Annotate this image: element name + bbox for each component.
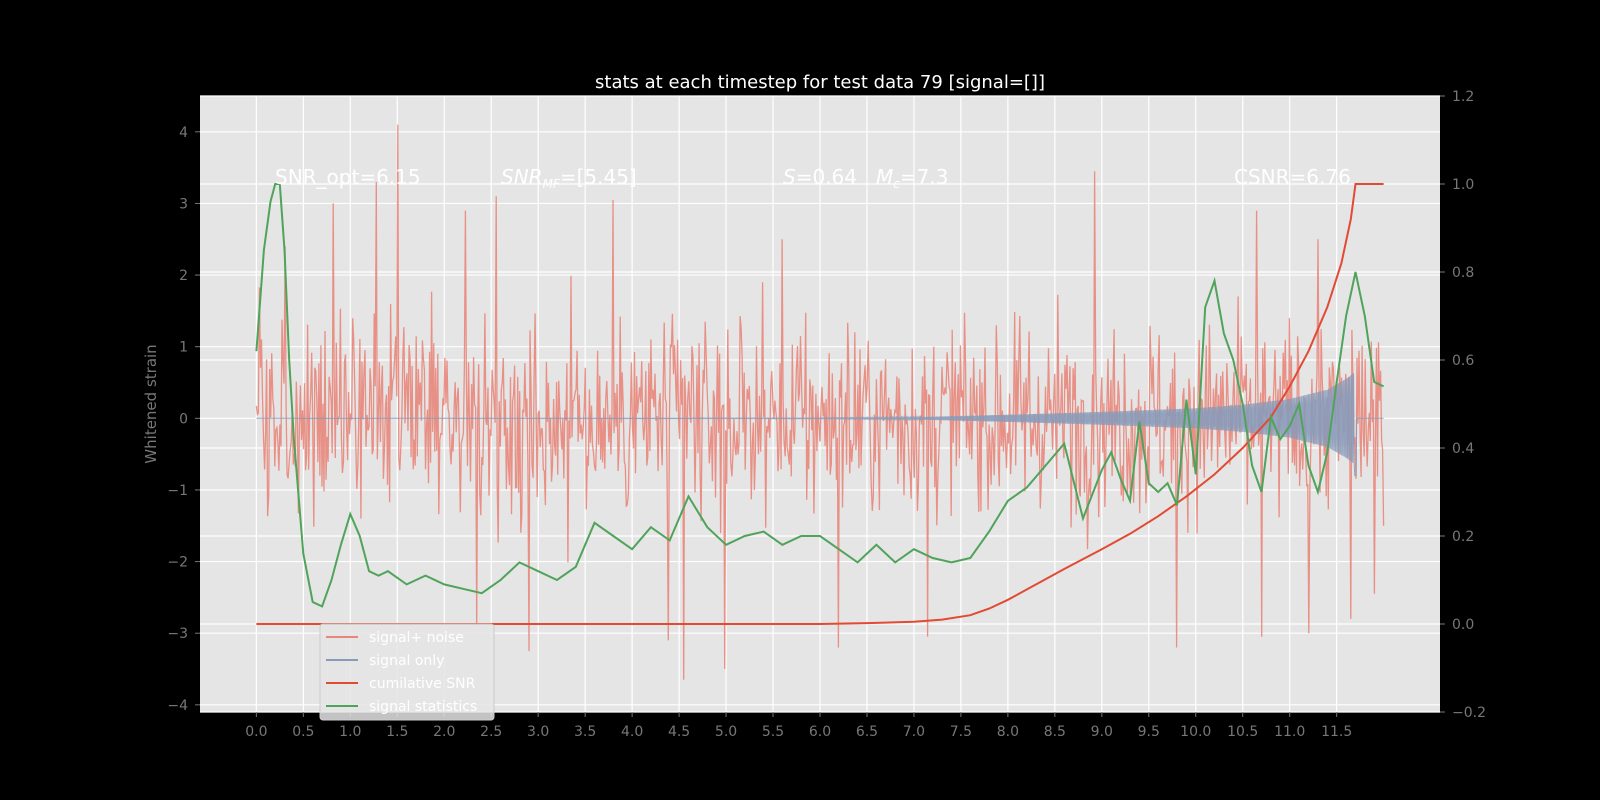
legend-frame [319,623,495,721]
x-tick-label: 6.0 [809,724,831,740]
chart-title: stats at each timestep for test data 79 … [595,72,1045,93]
x-tick-label: 10.5 [1227,724,1258,740]
axes-layer: 0.0 0.5 1.0 1.5 2.0 2.5 3.0 3.5 4.0 4.5 5.0 5.5 6.0 6… [167,89,1486,740]
x-tick-label: 4.0 [621,724,643,740]
y-right-tick-label: 0.4 [1452,441,1474,457]
y-right-tick-label: 0.6 [1452,353,1474,369]
y-left-tick-label: −4 [167,698,188,714]
series-signal-only [256,373,1384,477]
annotation-s: S=0.64 [783,165,857,189]
x-tick-label: 2.0 [433,724,455,740]
y-left-tick-label: 0 [179,411,188,427]
series-layer [255,124,1385,680]
x-tick-label: 7.0 [903,724,925,740]
annotation-snr-mf: SNRMF=[5.45] [501,165,637,191]
annotation-snr-mf-sub: MF [543,177,561,191]
x-tick-label: 7.5 [950,724,972,740]
x-tick-label: 11.5 [1321,724,1352,740]
series-cumulative-snr [256,183,1384,625]
y-right-tick-label: 0.8 [1452,265,1474,281]
x-tick-label: 0.0 [245,724,267,740]
y-right-tick-label: 0.2 [1452,529,1474,545]
y-left-tick-label: 3 [179,196,188,212]
annotation-s-label: S [783,165,796,189]
y-right-tick-label: 0.0 [1452,617,1474,633]
y-right-tick-label: −0.2 [1452,705,1486,721]
y-left-tick-label: 2 [179,268,188,284]
annotation-snr-mf-value: =[5.45] [560,165,637,189]
series-signal-statistics [255,183,1385,608]
x-tick-label: 3.5 [574,724,596,740]
y-right-tick-label: 1.0 [1452,177,1474,193]
legend-label-signal-only: signal only [369,653,444,669]
x-tick-label: 10.0 [1180,724,1211,740]
annotation-snr-mf-base: SNR [501,165,543,189]
x-tick-label: 11.0 [1274,724,1305,740]
y-right-tick-label: 1.2 [1452,89,1474,105]
annotation-s-value: =0.64 [796,165,857,189]
x-tick-label: 8.5 [1044,724,1066,740]
y-left-tick-label: −2 [167,555,188,571]
grid [200,95,1440,713]
annotation-snr-opt: SNR_opt=6.15 [275,165,421,189]
annotation-mc: Mc=7.3 [876,165,948,191]
series-signal-noise [255,124,1385,680]
x-tick-label: 2.5 [480,724,502,740]
legend-label-signal-noise: signal+ noise [369,630,464,646]
x-tick-label: 1.5 [386,724,408,740]
annotation-mc-base: M [876,165,893,189]
legend-label-cumulative-snr: cumilative SNR [369,676,476,692]
x-tick-label: 5.5 [762,724,784,740]
x-tick-label: 0.5 [292,724,314,740]
annotation-csnr: CSNR=6.76 [1234,165,1351,189]
x-tick-label: 5.0 [715,724,737,740]
y-left-tick-label: −1 [167,483,188,499]
legend: signal+ noise signal only cumilative SNR… [319,623,495,721]
annotation-mc-value: =7.3 [900,165,949,189]
y-left-tick-label: −3 [167,626,188,642]
x-tick-label: 4.5 [668,724,690,740]
y-left-tick-label: 1 [179,340,188,356]
x-tick-label: 9.5 [1138,724,1160,740]
x-tick-label: 1.0 [339,724,361,740]
annotation-mc-sub: c [893,177,900,191]
x-tick-label: 9.0 [1091,724,1113,740]
y-left-tick-label: 4 [179,125,188,141]
x-tick-label: 8.0 [997,724,1019,740]
legend-label-signal-statistics: signal statistics [369,699,477,715]
x-tick-label: 6.5 [856,724,878,740]
y-axis-label: Whitened strain [142,344,160,463]
x-tick-label: 3.0 [527,724,549,740]
